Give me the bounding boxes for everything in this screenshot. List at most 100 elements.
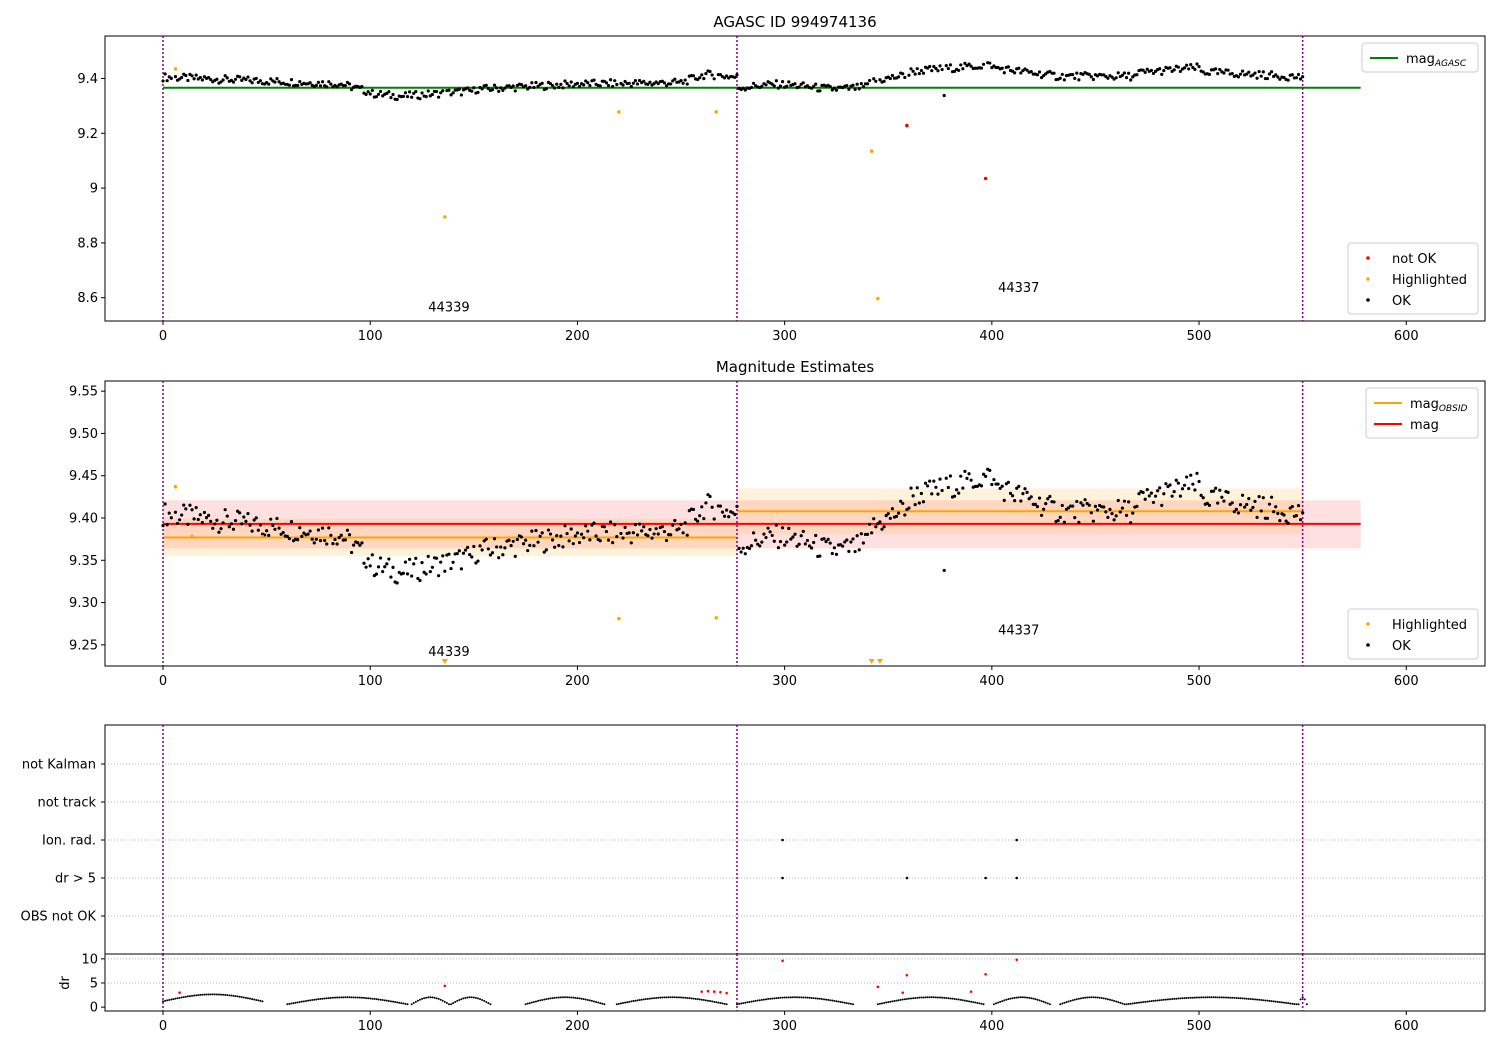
dr-point	[997, 1001, 1000, 1004]
ok-point	[1143, 70, 1147, 75]
ok-point	[466, 545, 470, 549]
ok-point	[760, 84, 764, 88]
ok-point	[1006, 480, 1011, 484]
ok-point	[526, 548, 530, 553]
ok-point	[735, 504, 739, 508]
ok-point	[492, 83, 497, 87]
ok-point	[901, 501, 905, 506]
dr-point	[1019, 996, 1022, 999]
ok-point	[656, 532, 660, 536]
ok-point	[952, 69, 957, 74]
ok-point	[979, 66, 984, 70]
ok-point	[478, 544, 482, 548]
dr-point	[1113, 999, 1116, 1002]
ok-point	[749, 544, 754, 548]
dr-point	[485, 1000, 488, 1003]
ok-point	[296, 538, 300, 542]
dr-flagged-point	[443, 984, 447, 988]
dr-point	[259, 999, 262, 1002]
ok-point	[704, 501, 708, 505]
ok-point	[1284, 519, 1288, 523]
dr-point	[798, 996, 801, 999]
x-tick-label: 100	[358, 1019, 383, 1034]
dr-point	[1295, 1003, 1298, 1006]
ok-point	[1257, 494, 1261, 499]
ok-point	[1131, 511, 1135, 515]
dr-point	[744, 1001, 747, 1004]
dr-point	[180, 996, 183, 999]
ok-point	[1046, 497, 1050, 501]
ok-point	[532, 85, 536, 90]
dr-point	[1276, 1000, 1279, 1003]
dr-point	[524, 1003, 527, 1006]
dr-point	[1212, 996, 1215, 999]
ok-point	[969, 64, 973, 68]
flag-category-label: Ion. rad.	[42, 834, 96, 849]
y-tick-label: 8.8	[77, 236, 98, 251]
ok-point	[1276, 511, 1280, 516]
ok-point	[163, 72, 167, 76]
ok-point	[969, 478, 973, 482]
legend-box	[1347, 242, 1479, 315]
dr-point	[288, 1002, 291, 1005]
ok-point	[874, 79, 878, 83]
dr-point	[441, 999, 444, 1002]
ok-point	[930, 492, 934, 496]
legend-label: Highlighted	[1392, 618, 1467, 633]
dr-point	[661, 996, 664, 999]
ok-point	[368, 92, 372, 96]
ok-point	[1077, 78, 1081, 82]
dr-point	[700, 998, 703, 1001]
ok-point	[320, 526, 325, 530]
ok-point	[631, 531, 635, 535]
ok-point	[200, 521, 204, 525]
dr-point	[367, 997, 370, 1000]
ok-point	[874, 525, 878, 529]
dr-point	[968, 1000, 971, 1003]
ok-point	[298, 80, 302, 84]
legend-dot-marker	[1366, 622, 1370, 626]
dr-point	[346, 996, 349, 999]
dr-point	[694, 997, 697, 1000]
ok-point	[768, 530, 772, 534]
ok-point	[660, 525, 664, 529]
dr-point	[1073, 998, 1076, 1001]
ok-point	[967, 472, 971, 476]
ok-point	[289, 78, 294, 82]
dr-point	[363, 996, 366, 999]
dr-point	[1216, 996, 1219, 999]
dr-point	[852, 1003, 855, 1006]
dr-point	[543, 998, 546, 1001]
ok-point	[598, 539, 602, 543]
y-tick-label: 5	[90, 976, 98, 991]
ok-point	[546, 528, 551, 532]
ok-point	[287, 537, 292, 541]
ok-point	[271, 523, 275, 528]
ok-point	[797, 85, 801, 89]
ok-point	[615, 82, 619, 87]
ok-point	[944, 476, 948, 480]
ok-point	[273, 80, 277, 84]
dr-point	[622, 1002, 625, 1005]
ok-point	[797, 542, 801, 546]
ok-point	[586, 529, 590, 533]
ok-point	[679, 78, 683, 83]
dr-flagged-point	[781, 959, 784, 963]
dr-point	[1206, 996, 1209, 999]
ok-point	[1222, 499, 1226, 503]
dr-point	[953, 997, 956, 1000]
ok-point	[530, 529, 534, 533]
ok-point	[886, 512, 890, 516]
dr-point	[568, 996, 571, 999]
dr-point	[236, 995, 239, 998]
offscale-marker	[876, 659, 883, 664]
dr-point	[1169, 998, 1172, 1001]
ok-point	[1156, 489, 1160, 493]
ok-point	[1060, 72, 1064, 77]
dr-point	[373, 997, 376, 1000]
ok-point	[826, 537, 830, 541]
ok-point	[588, 83, 592, 88]
ok-point	[940, 488, 944, 493]
ok-point	[298, 526, 302, 530]
ok-point	[1214, 67, 1218, 71]
